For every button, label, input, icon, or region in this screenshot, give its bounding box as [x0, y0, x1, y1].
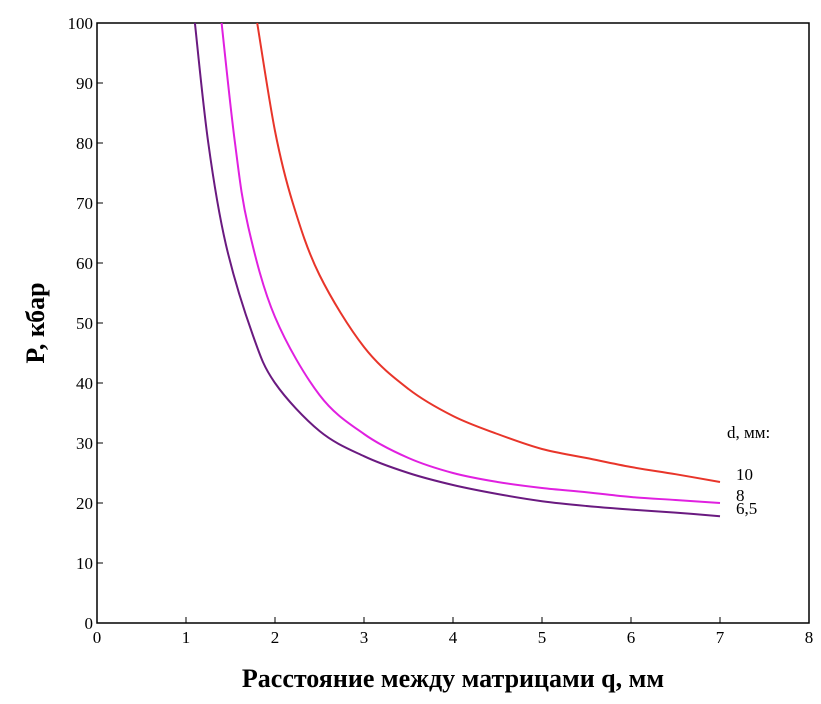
y-tick-label: 100 [68, 14, 94, 33]
y-tick-label: 90 [76, 74, 93, 93]
x-tick-label: 5 [538, 628, 547, 647]
series-line-1 [220, 22, 721, 504]
x-tick-label: 2 [271, 628, 280, 647]
x-tick-label: 4 [449, 628, 458, 647]
y-tick-label: 50 [76, 314, 93, 333]
x-tick-label: 7 [716, 628, 725, 647]
series-line-0 [256, 22, 721, 483]
x-axis: 0 1 2 3 4 5 6 7 8 [93, 617, 814, 647]
y-tick-label: 10 [76, 554, 93, 573]
y-tick-label: 20 [76, 494, 93, 513]
legend-title: d, мм: [727, 423, 770, 442]
x-tick-label: 3 [360, 628, 369, 647]
series-label-0: 10 [736, 465, 753, 484]
series-label-1: 8 [736, 486, 745, 505]
series-layer [193, 22, 721, 518]
y-tick-label: 80 [76, 134, 93, 153]
x-tick-label: 8 [805, 628, 814, 647]
legend: 10 86,5 [736, 465, 757, 518]
series-line-2 [193, 22, 721, 518]
y-tick-label: 40 [76, 374, 93, 393]
y-tick-label: 0 [85, 614, 94, 633]
x-tick-label: 1 [182, 628, 191, 647]
y-axis-title: P, кбар [21, 282, 50, 363]
series-label-2: 6,5 [736, 499, 757, 518]
x-axis-title: Расстояние между матрицами q, мм [242, 664, 664, 693]
x-tick-label: 6 [627, 628, 636, 647]
y-tick-label: 70 [76, 194, 93, 213]
x-tick-label: 0 [93, 628, 102, 647]
y-tick-label: 30 [76, 434, 93, 453]
y-tick-label: 60 [76, 254, 93, 273]
y-axis: 0 10 20 30 40 50 60 70 80 90 100 [68, 14, 103, 633]
